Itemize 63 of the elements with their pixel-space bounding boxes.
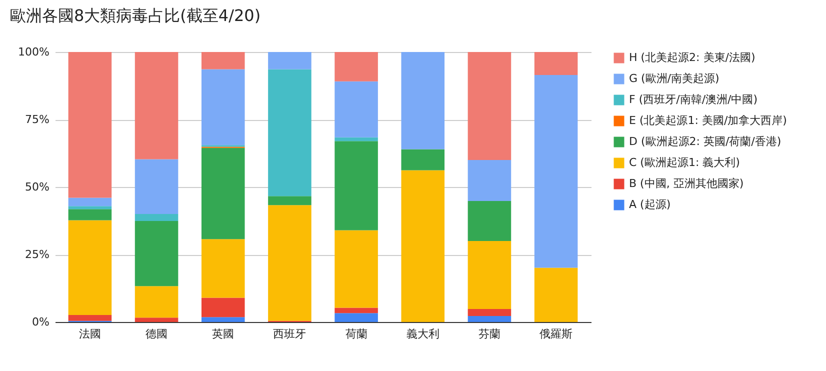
x-tick-label: 西班牙 [273, 328, 306, 340]
legend-label: D (歐洲起源2: 英國/荷蘭/香港) [629, 135, 782, 148]
legend-label: A (起源) [629, 198, 671, 211]
bar [201, 298, 245, 318]
bar [334, 137, 378, 142]
bar [134, 318, 178, 322]
x-tick-label: 英國 [212, 328, 234, 340]
bar [68, 206, 112, 210]
legend-label: B (中國, 亞洲其他國家) [629, 177, 744, 190]
x-tick-label: 法國 [78, 328, 101, 340]
bar [201, 317, 245, 322]
bar [534, 268, 578, 322]
bar [68, 209, 112, 220]
bar [268, 52, 312, 70]
bar [334, 52, 378, 82]
bar [401, 52, 445, 150]
bar [68, 52, 112, 198]
legend-label: C (歐洲起源1: 義大利) [629, 156, 740, 169]
bar [201, 239, 245, 298]
bar [534, 52, 578, 75]
bar [334, 308, 378, 314]
legend-label: E (北美起源1: 美國/加拿大西岸) [629, 114, 787, 127]
y-tick-label: 50% [25, 180, 50, 194]
bar [134, 221, 178, 286]
bar [468, 316, 512, 322]
legend-label: F (西班牙/南韓/澳洲/中國) [629, 93, 758, 106]
bar [468, 241, 512, 310]
bar [134, 52, 178, 160]
bar [468, 160, 512, 202]
bar [68, 314, 112, 321]
bar [201, 148, 245, 240]
y-tick-label: 75% [25, 113, 50, 126]
bar [334, 230, 378, 308]
y-tick-label: 100% [18, 46, 50, 58]
bar [534, 74, 578, 268]
bar [468, 309, 512, 316]
bar [268, 69, 312, 196]
bar [201, 69, 245, 146]
y-tick-label: 0% [32, 316, 50, 328]
bar [334, 81, 378, 138]
chart-title: 歐洲各國8大類病毒占比(截至4/20) [10, 6, 261, 25]
x-tick-label: 荷蘭 [345, 328, 368, 340]
legend-label: H (北美起源2: 美東/法國) [629, 51, 756, 64]
bar [268, 196, 312, 206]
legend-label: G (歐洲/南美起源) [629, 72, 720, 85]
y-tick-label: 25% [25, 248, 50, 261]
bar [334, 313, 378, 322]
bar [468, 52, 512, 160]
bar [401, 170, 445, 322]
x-tick-label: 芬蘭 [478, 328, 500, 340]
x-tick-label: 德國 [146, 328, 168, 340]
bar [134, 214, 178, 222]
bar [401, 149, 445, 170]
bar [268, 205, 312, 321]
bar [68, 198, 112, 206]
bar [468, 201, 512, 241]
x-tick-label: 俄羅斯 [540, 328, 573, 340]
bar [134, 286, 178, 318]
x-tick-label: 義大利 [406, 328, 440, 340]
bar [134, 159, 178, 214]
bar [201, 52, 245, 70]
bar [68, 220, 112, 315]
bar [334, 141, 378, 230]
